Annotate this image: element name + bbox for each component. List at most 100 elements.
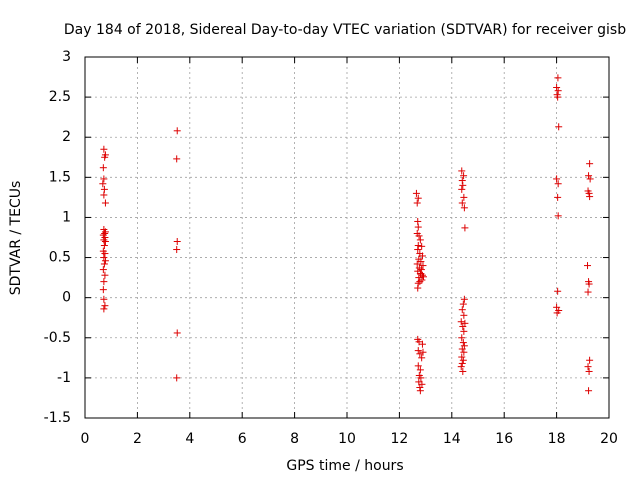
x-tick-label: 14 [443, 431, 461, 447]
data-point [412, 189, 420, 197]
x-tick-label: 2 [133, 431, 142, 447]
data-point [100, 175, 108, 183]
y-tick-label: 1.5 [49, 169, 71, 185]
data-point [554, 87, 562, 95]
x-tick-labels: 0 2 4 6 8 10 12 14 16 18 20 [81, 431, 618, 447]
data-point [100, 295, 108, 303]
data-point [99, 286, 107, 294]
data-point [585, 172, 593, 180]
data-point [416, 350, 424, 358]
x-tick-label: 12 [390, 431, 408, 447]
data-point [416, 236, 424, 244]
y-tick-label: -1.5 [44, 410, 71, 426]
data-point [459, 181, 467, 189]
data-point [458, 345, 466, 353]
data-point [100, 185, 108, 193]
x-tick-label: 10 [338, 431, 356, 447]
data-point [414, 246, 422, 254]
data-point [416, 387, 424, 395]
data-point [101, 271, 109, 279]
data-point [413, 260, 421, 268]
x-tick-label: 18 [548, 431, 566, 447]
data-point [173, 246, 181, 254]
data-point [554, 180, 562, 188]
data-point [418, 242, 426, 250]
data-point [459, 323, 467, 331]
y-tick-label: 0.5 [49, 250, 71, 266]
data-point [554, 212, 562, 220]
data-point [585, 280, 593, 288]
data-point [100, 242, 108, 250]
data-point [101, 199, 109, 207]
y-tick-label: 0 [62, 290, 71, 306]
data-point [458, 167, 466, 175]
data-point [460, 348, 468, 356]
data-point [585, 367, 593, 375]
data-point [417, 266, 425, 274]
data-point [461, 224, 469, 232]
data-point [173, 127, 181, 135]
data-point [100, 236, 108, 244]
axis-ticks [84, 56, 610, 419]
data-point [457, 318, 465, 326]
grid-lines [85, 57, 609, 418]
data-point [100, 145, 108, 153]
data-point [101, 238, 109, 246]
data-point [585, 189, 593, 197]
data-point [586, 160, 594, 168]
data-point [460, 327, 468, 335]
data-point [101, 153, 109, 161]
x-tick-label: 0 [81, 431, 90, 447]
y-tick-label: -1 [57, 370, 71, 386]
data-point [460, 193, 468, 201]
data-points [99, 74, 594, 395]
data-point [100, 191, 108, 199]
data-point [458, 359, 466, 367]
y-tick-label: 3 [62, 49, 71, 65]
data-point [554, 193, 562, 201]
y-tick-labels: -1.5 -1 -0.5 0 0.5 1 1.5 2 2.5 3 [44, 49, 71, 426]
data-point [553, 83, 561, 91]
x-tick-label: 4 [185, 431, 194, 447]
data-point [459, 367, 467, 375]
data-point [584, 262, 592, 270]
data-point [555, 123, 563, 131]
data-point [416, 366, 424, 374]
data-point [99, 164, 107, 172]
data-point [554, 287, 562, 295]
y-tick-label: 2 [62, 129, 71, 145]
data-point [586, 356, 594, 364]
data-point [553, 309, 561, 317]
data-point [460, 204, 468, 212]
data-point [414, 217, 422, 225]
y-tick-label: 2.5 [49, 89, 71, 105]
data-point [586, 193, 594, 201]
chart-title: Day 184 of 2018, Sidereal Day-to-day VTE… [64, 22, 626, 38]
y-axis-label: SDTVAR / TECUs [8, 181, 24, 296]
data-point [585, 387, 593, 395]
data-point [418, 252, 426, 260]
data-point [413, 199, 421, 207]
data-point [586, 175, 594, 183]
data-point [418, 271, 426, 279]
data-point [458, 177, 466, 185]
data-point [584, 363, 592, 371]
data-point [458, 185, 466, 193]
data-point [414, 362, 422, 370]
data-point [173, 155, 181, 163]
data-point [554, 93, 562, 101]
data-point [417, 374, 425, 382]
data-point [458, 199, 466, 207]
data-point [458, 353, 466, 361]
data-point [414, 242, 422, 250]
data-point [553, 175, 561, 183]
data-point [419, 348, 427, 356]
data-point [460, 311, 468, 319]
y-tick-label: 1 [62, 209, 71, 225]
data-point [416, 384, 424, 392]
data-point [458, 334, 466, 342]
data-point [99, 180, 107, 188]
data-point [99, 266, 107, 274]
data-point [100, 305, 108, 313]
